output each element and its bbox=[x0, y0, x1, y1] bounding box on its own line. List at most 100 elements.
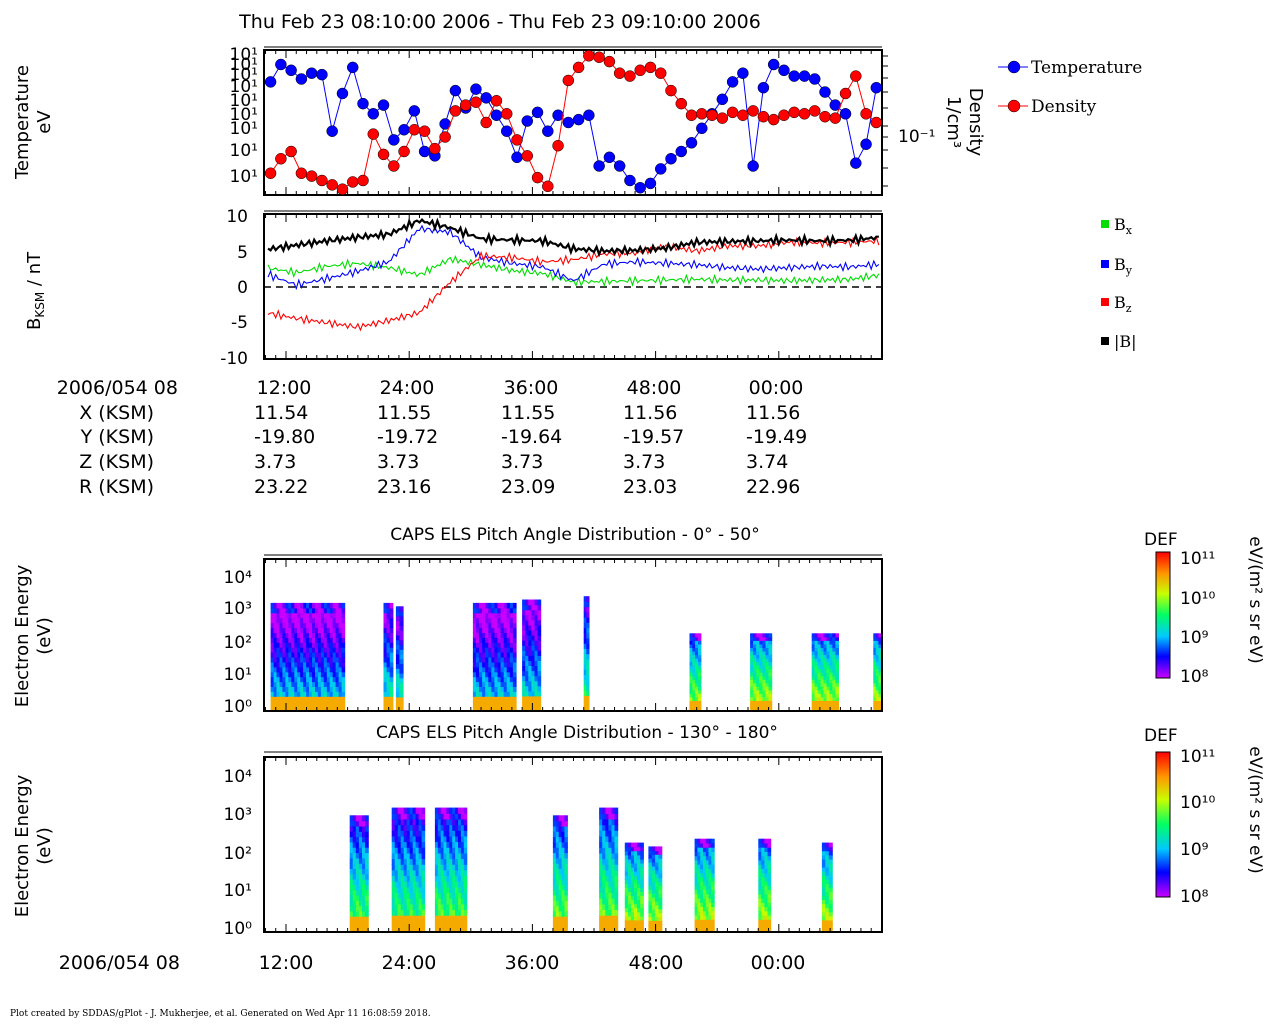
spectrogram-cell bbox=[300, 607, 304, 614]
spectrogram-cell bbox=[400, 830, 405, 837]
spectrogram-cell bbox=[832, 665, 836, 670]
spectrogram-cell bbox=[522, 685, 526, 692]
data-point-density bbox=[603, 55, 616, 68]
spectrogram-cell bbox=[762, 640, 767, 645]
spectrogram-cell bbox=[397, 909, 402, 916]
spectrogram-cell bbox=[349, 868, 354, 875]
spectrogram-cell bbox=[458, 858, 462, 865]
spectrogram-cell bbox=[352, 884, 357, 891]
spectrogram-cell bbox=[409, 864, 414, 871]
spectrogram-cell bbox=[297, 686, 301, 692]
spectrogram-cell bbox=[437, 835, 442, 843]
spectrogram-cell bbox=[500, 652, 505, 658]
spectrogram-cell bbox=[692, 707, 696, 712]
spectrogram-cell bbox=[306, 627, 310, 633]
spectrogram-cell bbox=[823, 686, 828, 691]
spectrogram-cell bbox=[522, 614, 526, 621]
spectrogram-cell bbox=[491, 612, 495, 619]
spectrogram-cell bbox=[446, 864, 450, 871]
spectrogram-cell bbox=[689, 679, 693, 684]
spectrogram-cell bbox=[317, 632, 322, 638]
data-point-temperature bbox=[593, 160, 605, 172]
legend-marker-temperature bbox=[1007, 60, 1021, 74]
spectrogram-cell bbox=[692, 651, 696, 656]
spectrogram-cell bbox=[315, 612, 319, 619]
spectrogram-cell bbox=[355, 852, 360, 859]
spectrogram-cell bbox=[270, 617, 275, 624]
spectrogram-cell bbox=[640, 850, 644, 856]
data-point-temperature bbox=[634, 182, 646, 194]
spectrogram-cell bbox=[395, 620, 401, 626]
spectrogram-cell bbox=[826, 651, 831, 656]
spectrogram-cell bbox=[599, 824, 603, 831]
spectrogram-cell bbox=[397, 869, 402, 877]
spectrogram-cell bbox=[561, 868, 566, 875]
spectrogram-cell bbox=[828, 927, 833, 933]
spectrogram-cell bbox=[828, 842, 833, 848]
spectrogram-cell bbox=[332, 617, 337, 624]
spectrogram-cell bbox=[753, 636, 757, 641]
spectrogram-cell bbox=[500, 671, 505, 678]
spectrogram-cell bbox=[509, 666, 514, 673]
spectrogram-cell bbox=[491, 686, 495, 692]
spectrogram-cell bbox=[358, 910, 363, 917]
spectrogram-cell bbox=[491, 657, 495, 663]
spectrogram-cell bbox=[282, 686, 286, 692]
spectrogram-cell bbox=[828, 923, 833, 929]
spectrogram-cell bbox=[658, 869, 663, 875]
spectrogram-cell bbox=[522, 619, 526, 626]
spectrogram-cell bbox=[300, 637, 304, 643]
spectrogram-cell bbox=[694, 889, 698, 895]
spectrogram-cell bbox=[631, 891, 635, 896]
spectrogram-cell bbox=[291, 642, 295, 648]
spectrogram-cell bbox=[608, 875, 613, 882]
spectrogram-cell bbox=[695, 686, 699, 691]
spectrogram-cell bbox=[421, 869, 426, 877]
spectrogram-cell bbox=[326, 666, 331, 673]
spectrogram-cell bbox=[460, 869, 465, 877]
spectrogram-cell bbox=[561, 894, 566, 901]
spectrogram-cell bbox=[309, 627, 313, 633]
spectrogram-cell bbox=[383, 632, 388, 638]
spectrogram-cell bbox=[358, 905, 363, 912]
spectrogram-cell bbox=[446, 881, 450, 888]
spectrogram-cell bbox=[555, 921, 560, 928]
spectrogram-cell bbox=[463, 920, 468, 927]
spectrogram-cell bbox=[634, 866, 638, 872]
spectrogram-cell bbox=[835, 707, 839, 712]
spectrogram-cell bbox=[689, 643, 693, 648]
spectrogram-cell bbox=[555, 825, 560, 832]
spectrogram-cell bbox=[297, 637, 301, 643]
spectrogram-cell bbox=[602, 915, 606, 922]
spectrogram-cell bbox=[614, 841, 619, 848]
spectrogram-cell bbox=[391, 852, 396, 860]
spectrogram-cell bbox=[452, 858, 456, 865]
spectrogram-cell bbox=[449, 926, 453, 933]
spectrogram-cell bbox=[409, 869, 414, 877]
spectrogram-cell bbox=[270, 676, 275, 683]
spectrogram-cell bbox=[279, 632, 284, 638]
spectrogram-cell bbox=[552, 873, 557, 880]
spectrogram-cell bbox=[500, 622, 505, 629]
spectrogram-cell bbox=[820, 675, 825, 680]
spectrogram-cell bbox=[294, 696, 298, 702]
spectrogram-cell bbox=[753, 693, 757, 698]
spectrogram-cell bbox=[389, 657, 394, 663]
spectrogram-cell bbox=[497, 661, 502, 668]
spectrogram-cell bbox=[406, 807, 411, 814]
spectrogram-cell bbox=[303, 696, 307, 702]
spectrogram-cell bbox=[485, 617, 489, 624]
spectrogram-cell bbox=[497, 627, 502, 633]
spectrogram-cell bbox=[509, 696, 514, 702]
spectrogram-cell bbox=[335, 691, 340, 697]
spectrogram-cell bbox=[365, 905, 369, 912]
spectrogram-cell bbox=[306, 652, 310, 658]
legend-label-bz: Bz bbox=[1114, 293, 1132, 315]
spectrogram-cell bbox=[400, 892, 405, 899]
spectrogram-cell bbox=[389, 706, 394, 712]
spectrogram-cell bbox=[820, 689, 825, 694]
spectrogram-cell bbox=[276, 612, 281, 619]
data-point-density bbox=[716, 112, 729, 124]
spectrogram-cell bbox=[362, 894, 366, 901]
spectrogram-cell bbox=[320, 602, 325, 609]
